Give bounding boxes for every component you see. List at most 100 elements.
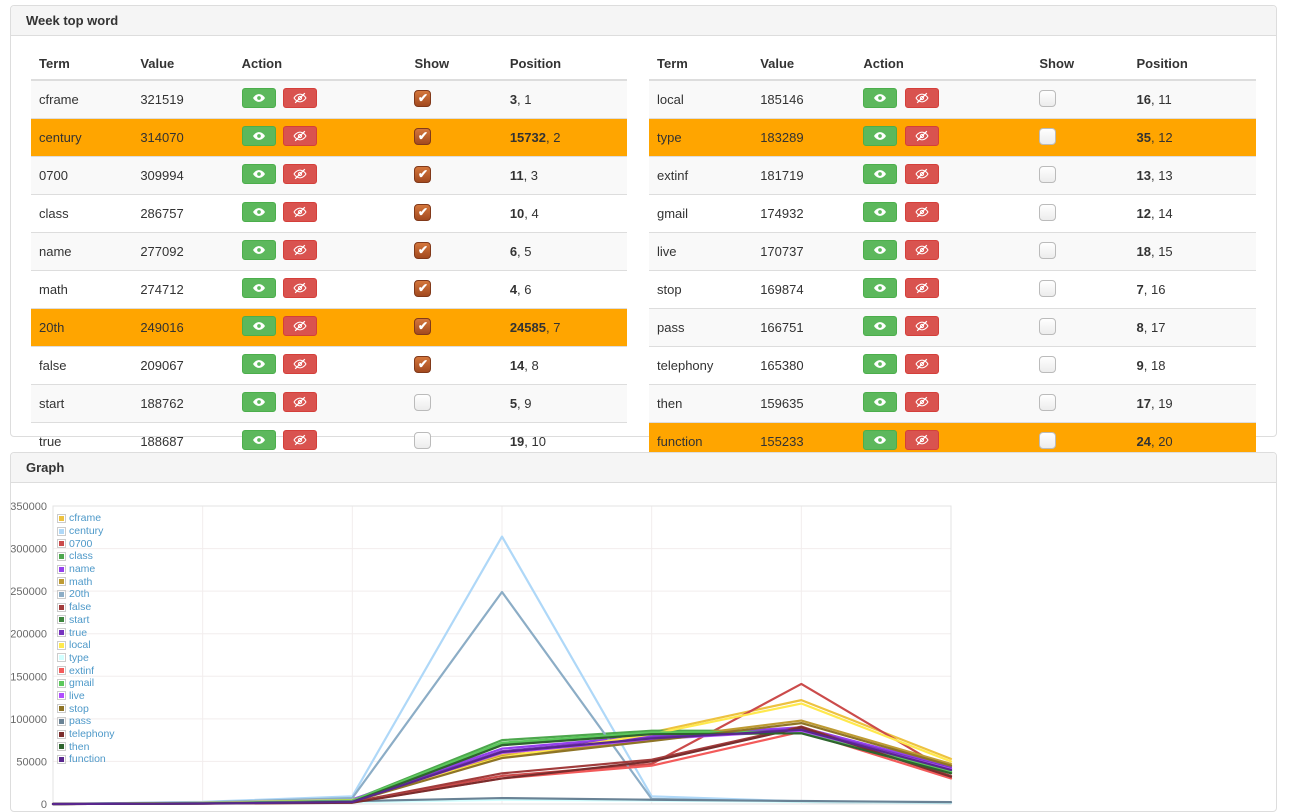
- show-checkbox[interactable]: [414, 89, 432, 107]
- hide-term-button[interactable]: [905, 430, 939, 450]
- show-term-button[interactable]: [241, 278, 276, 298]
- show-term-button[interactable]: [863, 430, 898, 450]
- hide-term-button[interactable]: [283, 88, 318, 108]
- hide-term-button[interactable]: [905, 316, 939, 336]
- show-checkbox[interactable]: [1039, 431, 1057, 449]
- table-row: gmail 174932: [649, 194, 1256, 233]
- show-term-button[interactable]: [863, 88, 898, 108]
- hide-term-button[interactable]: [905, 278, 939, 298]
- show-checkbox[interactable]: [414, 127, 432, 145]
- show-checkbox[interactable]: [414, 431, 432, 449]
- show-term-button[interactable]: [863, 164, 898, 184]
- hide-term-button[interactable]: [905, 392, 939, 412]
- hide-term-button[interactable]: [905, 354, 939, 374]
- legend-item[interactable]: function: [57, 753, 115, 766]
- show-checkbox[interactable]: [1039, 203, 1057, 221]
- hide-term-button[interactable]: [283, 430, 318, 450]
- top-words-table-right: Term Value Action Show Position local 18…: [649, 48, 1256, 460]
- show-term-button[interactable]: [863, 278, 898, 298]
- position-main: 11: [509, 168, 524, 183]
- position-rank: , 12: [1150, 130, 1173, 145]
- legend-item[interactable]: start: [57, 614, 115, 627]
- hide-term-button[interactable]: [283, 392, 318, 412]
- show-checkbox[interactable]: [1039, 89, 1057, 107]
- legend-item[interactable]: century: [57, 525, 115, 538]
- show-term-button[interactable]: [241, 164, 276, 184]
- show-checkbox[interactable]: [1039, 355, 1057, 373]
- action-cell: [855, 79, 1032, 119]
- show-checkbox[interactable]: [414, 241, 432, 259]
- hide-term-button[interactable]: [283, 316, 318, 336]
- hide-term-button[interactable]: [905, 202, 939, 222]
- legend-item[interactable]: then: [57, 740, 115, 753]
- legend-item[interactable]: math: [57, 575, 115, 588]
- legend-swatch: [57, 513, 66, 523]
- hide-term-button[interactable]: [283, 164, 318, 184]
- legend-item[interactable]: extinf: [57, 664, 115, 677]
- show-checkbox[interactable]: [1039, 165, 1057, 183]
- legend-item[interactable]: name: [57, 563, 115, 576]
- show-term-button[interactable]: [241, 240, 276, 260]
- position-main: 6: [509, 244, 518, 259]
- show-term-button[interactable]: [863, 316, 898, 336]
- hide-term-button[interactable]: [283, 202, 318, 222]
- position-main: 19: [509, 434, 525, 449]
- value-cell: 170737: [752, 232, 856, 271]
- hide-term-button[interactable]: [905, 240, 939, 260]
- hide-term-button[interactable]: [905, 88, 939, 108]
- eye-slash-icon: [915, 129, 929, 143]
- position-rank: , 1: [517, 92, 532, 107]
- legend-swatch: [57, 640, 66, 650]
- show-term-button[interactable]: [863, 392, 898, 412]
- show-term-button[interactable]: [863, 126, 898, 146]
- show-checkbox[interactable]: [1039, 393, 1057, 411]
- legend-item[interactable]: true: [57, 626, 115, 639]
- table-row: class 286757: [31, 194, 627, 233]
- show-term-button[interactable]: [241, 202, 276, 222]
- show-term-button[interactable]: [863, 202, 898, 222]
- eye-icon: [252, 395, 266, 409]
- legend-item[interactable]: class: [57, 550, 115, 563]
- show-checkbox[interactable]: [414, 165, 432, 183]
- show-checkbox[interactable]: [1039, 279, 1057, 297]
- legend-item[interactable]: cframe: [57, 512, 115, 525]
- show-term-button[interactable]: [241, 126, 276, 146]
- legend-item[interactable]: local: [57, 639, 115, 652]
- show-term-button[interactable]: [863, 354, 898, 374]
- position-rank: , 11: [1150, 92, 1172, 107]
- show-term-button[interactable]: [863, 240, 898, 260]
- show-term-button[interactable]: [241, 88, 276, 108]
- legend-item[interactable]: live: [57, 690, 115, 703]
- legend-item[interactable]: telephony: [57, 728, 115, 741]
- legend-item[interactable]: type: [57, 652, 115, 665]
- show-term-button[interactable]: [241, 430, 276, 450]
- show-checkbox[interactable]: [414, 355, 432, 373]
- legend-item[interactable]: 20th: [57, 588, 115, 601]
- legend-swatch: [57, 602, 66, 612]
- show-checkbox[interactable]: [414, 317, 432, 335]
- show-checkbox[interactable]: [414, 393, 432, 411]
- hide-term-button[interactable]: [905, 126, 939, 146]
- hide-term-button[interactable]: [283, 278, 318, 298]
- hide-term-button[interactable]: [905, 164, 939, 184]
- show-checkbox[interactable]: [414, 279, 432, 297]
- show-checkbox[interactable]: [1039, 317, 1057, 335]
- hide-term-button[interactable]: [283, 126, 318, 146]
- legend-item[interactable]: gmail: [57, 677, 115, 690]
- show-checkbox[interactable]: [414, 203, 432, 221]
- hide-term-button[interactable]: [283, 240, 318, 260]
- value-cell: 321519: [132, 79, 234, 119]
- legend-item[interactable]: stop: [57, 702, 115, 715]
- show-checkbox[interactable]: [1039, 241, 1057, 259]
- position-cell: 24585, 7: [501, 308, 627, 347]
- show-term-button[interactable]: [241, 316, 276, 336]
- show-term-button[interactable]: [241, 392, 276, 412]
- legend-item[interactable]: false: [57, 601, 115, 614]
- legend-label: function: [69, 753, 106, 766]
- position-main: 15732: [509, 130, 546, 145]
- show-term-button[interactable]: [241, 354, 276, 374]
- hide-term-button[interactable]: [283, 354, 318, 374]
- legend-item[interactable]: pass: [57, 715, 115, 728]
- show-checkbox[interactable]: [1039, 127, 1057, 145]
- legend-item[interactable]: 0700: [57, 537, 115, 550]
